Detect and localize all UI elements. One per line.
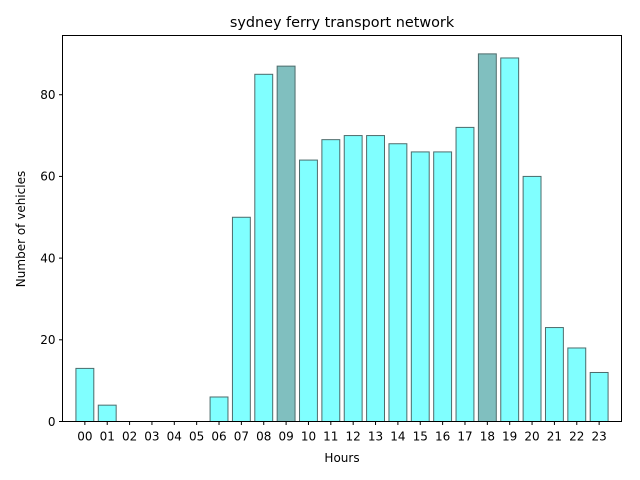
x-tick-label-16: 16: [435, 430, 450, 444]
bars-group: [75, 53, 609, 423]
x-tick-label-23: 23: [591, 430, 606, 444]
x-tick-label-22: 22: [569, 430, 584, 444]
bar-18: [477, 53, 497, 422]
x-tick-label-12: 12: [346, 430, 361, 444]
x-tick-label-05: 05: [189, 430, 204, 444]
x-axis-ticks: 00 01 02 03 04 05 06 07 08 09 10 11 12 13 14 15 16 17 18 19…: [77, 421, 607, 444]
x-tick-label-13: 13: [368, 430, 383, 444]
bar-09: [276, 65, 296, 422]
x-tick-label-14: 14: [390, 430, 405, 444]
bar-06: [209, 396, 229, 422]
plot-area-frame: [62, 35, 622, 422]
chart-title: sydney ferry transport network: [230, 15, 455, 31]
y-axis-ticks: 0 20 40 60 80: [40, 88, 63, 429]
bar-16: [433, 151, 453, 422]
bar-19: [500, 57, 520, 422]
x-tick-label-19: 19: [502, 430, 517, 444]
bar-14: [388, 143, 408, 423]
bar-20: [522, 175, 542, 422]
bar-22: [567, 347, 587, 423]
x-tick-label-07: 07: [234, 430, 249, 444]
bar-10: [299, 159, 318, 423]
x-tick-label-15: 15: [413, 430, 428, 444]
y-tick-label-80: 80: [40, 88, 55, 102]
bar-21: [544, 327, 564, 422]
bar-23: [589, 371, 609, 423]
x-tick-label-06: 06: [211, 430, 226, 444]
bar-13: [366, 135, 385, 422]
y-tick-label-0: 0: [48, 415, 56, 429]
x-tick-label-08: 08: [256, 430, 271, 444]
x-tick-label-09: 09: [278, 430, 293, 444]
bar-15: [410, 151, 430, 422]
x-tick-label-11: 11: [323, 430, 338, 444]
x-axis-label: Hours: [324, 451, 359, 465]
y-tick-label-60: 60: [40, 170, 55, 184]
bar-17: [455, 126, 475, 423]
bar-12: [343, 135, 363, 422]
x-tick-label-21: 21: [547, 430, 562, 444]
x-tick-label-18: 18: [480, 430, 495, 444]
x-tick-label-04: 04: [167, 430, 182, 444]
x-tick-label-03: 03: [144, 430, 159, 444]
y-tick-label-40: 40: [40, 251, 55, 265]
bar-01: [97, 404, 117, 423]
y-tick-label-20: 20: [40, 333, 55, 347]
y-axis-label: Number of vehicles: [14, 171, 28, 287]
x-tick-label-20: 20: [524, 430, 539, 444]
bar-11: [321, 139, 341, 422]
x-tick-label-02: 02: [122, 430, 137, 444]
x-tick-label-00: 00: [77, 430, 92, 444]
x-tick-label-01: 01: [100, 430, 115, 444]
bar-07: [231, 216, 251, 422]
bar-08: [254, 73, 274, 423]
bar-00: [75, 367, 95, 422]
x-tick-label-17: 17: [457, 430, 472, 444]
x-tick-label-10: 10: [301, 430, 316, 444]
